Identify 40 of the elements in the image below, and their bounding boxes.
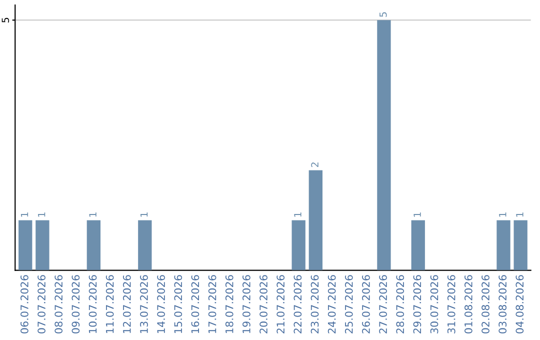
x-tick-label: 02.08.2026 <box>482 275 490 334</box>
x-tick-label: 10.07.2026 <box>88 275 97 333</box>
data-label: 1 <box>499 212 506 217</box>
data-label: 1 <box>89 212 96 217</box>
x-tick-label: 20.07.2026 <box>260 275 268 334</box>
x-tick-label: 25.07.2026 <box>344 275 353 334</box>
x-tick-label: 30.07.2026 <box>430 275 438 334</box>
x-tick-label: 15.07.2026 <box>174 275 182 333</box>
data-label: 2 <box>311 162 318 168</box>
x-tick-label: 26.07.2026 <box>362 275 370 334</box>
x-tick-label: 07.07.2026 <box>38 275 46 334</box>
x-tick-label: 11.07.2026 <box>106 275 114 333</box>
x-tick-label: 18.07.2026 <box>225 275 234 333</box>
x-tick-label: 12.07.2026 <box>122 275 131 333</box>
x-tick-label: 08.07.2026 <box>54 275 63 334</box>
x-tick-label: 24.07.2026 <box>328 275 336 334</box>
data-label: 5 <box>380 12 387 17</box>
x-tick-label: 16.07.2026 <box>191 275 200 333</box>
data-label: 1 <box>140 212 148 217</box>
x-tick-label: 13.07.2026 <box>140 275 148 333</box>
x-tick-label: 19.07.2026 <box>242 275 250 333</box>
x-tick-label: 01.08.2026 <box>464 275 472 334</box>
x-tick-label: 29.07.2026 <box>413 275 422 334</box>
data-label: 1 <box>414 212 421 217</box>
data-label: 1 <box>38 212 46 217</box>
data-label: 1 <box>20 212 28 217</box>
x-tick-label: 31.07.2026 <box>447 275 456 334</box>
x-tick-label: 06.07.2026 <box>20 275 28 334</box>
x-tick-label: 22.07.2026 <box>294 275 302 334</box>
x-tick-label: 17.07.2026 <box>208 275 216 333</box>
x-tick-label: 28.07.2026 <box>396 275 404 334</box>
x-tick-label: 14.07.2026 <box>157 275 165 333</box>
x-tick-label: 04.08.2026 <box>516 275 524 334</box>
x-tick-label: 23.07.2026 <box>310 275 319 334</box>
data-label: 1 <box>294 212 302 217</box>
x-tick-label: 09.07.2026 <box>72 275 80 334</box>
x-tick-label: 03.08.2026 <box>498 275 507 334</box>
data-label: 1 <box>516 212 524 217</box>
x-tick-label: 27.07.2026 <box>379 275 387 334</box>
x-tick-label: 21.07.2026 <box>276 275 285 334</box>
